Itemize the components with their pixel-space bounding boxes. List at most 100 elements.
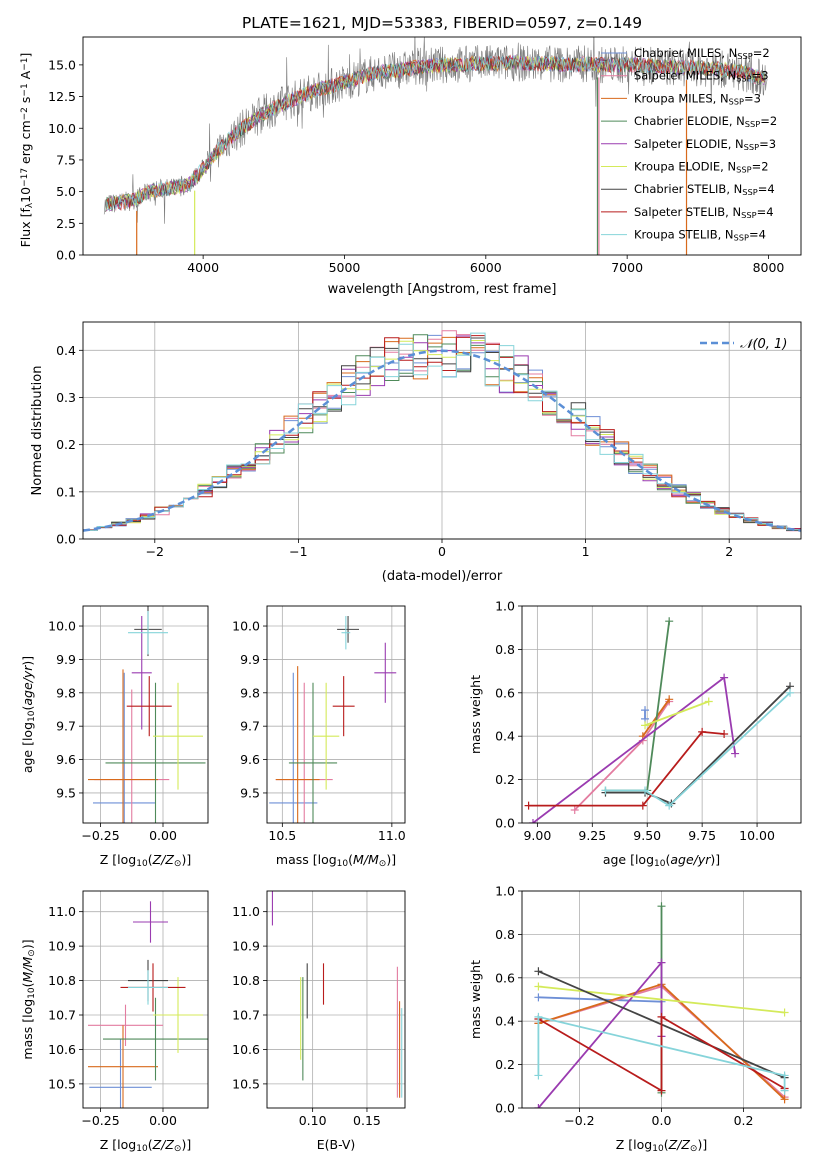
weight-line [538, 985, 785, 1014]
weight-marker [780, 1086, 789, 1095]
spectrum-ylabel-part: erg cm [18, 120, 33, 168]
mass_vs_age-ytick-label: 9.5 [240, 785, 260, 800]
z_vs_age-ylabel-part: )] [20, 656, 35, 666]
z_vs_age-ytick-label: 9.5 [56, 785, 76, 800]
weight-marker [534, 1012, 543, 1021]
z_vs_weight-ytick-label: 0.4 [495, 1014, 515, 1029]
z_vs_mass-xtick-label: −0.25 [81, 1113, 119, 1128]
z_vs_mass-xtick-label: 0.00 [149, 1113, 177, 1128]
z_vs_age-xtick-label: 0.00 [149, 828, 177, 843]
age_vs_weight-xtick-label: 9.75 [688, 828, 716, 843]
legend-label-part: Chabrier MILES, N [634, 46, 737, 60]
z_vs_age-ytick-label: 9.8 [56, 685, 76, 700]
mass_vs_age-xlabel-part: M/M [353, 852, 379, 867]
z_vs_mass-xlabel-part: Z/Z [152, 1137, 175, 1152]
z_vs_age-ytick-label: 9.6 [56, 752, 76, 767]
z_vs_mass-ytick-label: 10.7 [48, 1008, 76, 1023]
mass_vs_age-xlabel-part: mass [log [276, 852, 337, 867]
legend-label-part: Salpeter MILES, N [634, 69, 736, 83]
z_vs_mass-xlabel-part: Z [log [100, 1137, 136, 1152]
spectrum-ylabel: Flux [fλ10−17 erg cm−2 s−1 A−1] [18, 53, 35, 248]
spectrum-xtick-label: 6000 [470, 260, 502, 275]
z_vs_weight-spine [521, 890, 802, 1109]
spectrum-plot [103, 37, 768, 255]
z_vs_age-xlabel-part: Z [log [100, 852, 136, 867]
residual_histogram-ytick-label: 0.3 [56, 390, 76, 405]
z_vs_age-ytick-label: 10.0 [48, 619, 76, 634]
z_vs_weight-xtick-label: −0.2 [564, 1113, 594, 1128]
legend-label-part: SSP [737, 51, 752, 61]
weight-line [644, 700, 710, 727]
z_vs_weight-ytick-label: 0.0 [495, 1101, 515, 1116]
legend-label-part: Kroupa MILES, N [634, 91, 729, 105]
legend-label: Chabrier MILES, NSSP=2 [634, 46, 770, 61]
legend-label: Salpeter ELODIE, NSSP=3 [634, 137, 776, 152]
z_vs_age-xlabel-part: 10 [136, 859, 148, 869]
residual_histogram-xtick-label: −1 [289, 544, 307, 559]
age_vs_weight-xlabel-part: age [log [603, 852, 654, 867]
weight-marker [657, 1086, 666, 1095]
mass_vs_age-panel: 10.5 11.0 9.5 9.6 9.7 9.8 9.9 10.0 mass [log10(M… [232, 605, 406, 869]
spectrum-ylabel-part: ] [18, 53, 33, 58]
mass_vs_age-ytick-label: 10.0 [232, 619, 260, 634]
spectrum-ylabel-part: −1 [20, 83, 30, 96]
mass_vs_age-frame: 10.5 11.0 9.5 9.6 9.7 9.8 9.9 10.0 mass [log10(M… [232, 605, 406, 869]
weight-marker [601, 786, 610, 795]
weight-line [605, 621, 671, 792]
legend-label: Kroupa STELIB, NSSP=4 [634, 228, 766, 243]
legend-label-part: =2 [760, 114, 777, 128]
spectrum-ytick-label: 7.5 [56, 152, 76, 167]
weight-marker [731, 749, 740, 758]
spectrum-ylabel-part: Flux [f [18, 208, 33, 248]
legend-label-part: Chabrier ELODIE, N [634, 114, 745, 128]
z_vs_weight-ytick-label: 0.8 [495, 927, 515, 942]
z_vs_weight-xlabel-part: Z [log [616, 1137, 652, 1152]
age_vs_weight-spine [521, 605, 802, 824]
age_vs_weight-ytick-label: 0.8 [495, 642, 515, 657]
mass_vs_age-xtick-label: 11.0 [378, 828, 406, 843]
mass_vs_age-ytick-label: 9.9 [240, 652, 260, 667]
spectrum-ytick-label: 2.5 [56, 216, 76, 231]
spectrum-ytick-label: 15.0 [48, 57, 76, 72]
age_vs_weight-ytick-label: 0.0 [495, 816, 515, 831]
legend-label-part: =3 [744, 91, 761, 105]
weight-line [605, 685, 791, 805]
legend-label-part: SSP [734, 233, 749, 243]
ebv_vs_mass-spine [266, 890, 406, 1109]
z_vs_age-frame: −0.25 0.009.59.69.79.89.910.0Z [log10(Z/Z… [20, 605, 209, 869]
z_vs_mass-ytick-label: 10.6 [48, 1042, 76, 1057]
mass_vs_age-xlabel-part: ⊙ [379, 859, 387, 869]
legend-label-part: =2 [752, 160, 769, 174]
weight-marker [638, 801, 647, 810]
z_vs_mass-ytick-label: 10.5 [48, 1076, 76, 1091]
ebv_vs_mass-xlabel-part: E(B-V) [317, 1137, 356, 1152]
legend-label-part: SSP [744, 142, 759, 152]
spectrum-xlabel: wavelength [Angstrom, rest frame] [328, 282, 557, 297]
z_vs_mass-xlabel-part: 10 [136, 1144, 148, 1154]
age_vs_weight-plot [524, 617, 795, 823]
weight-marker [657, 902, 666, 911]
z_vs_age-spine [82, 605, 209, 824]
weight-marker [698, 727, 707, 736]
legend-label-part: =4 [757, 205, 774, 219]
z_vs_mass-xlabel: Z [log10(Z/Z⊙)] [100, 1137, 191, 1154]
legend-label-part: SSP [729, 96, 744, 106]
age_vs_weight-ytick-label: 0.4 [495, 729, 515, 744]
z_vs_mass-ytick-label: 10.9 [48, 939, 76, 954]
ebv_vs_mass-ytick-label: 10.5 [232, 1076, 260, 1091]
age_vs_weight-xtick-label: 9.00 [523, 828, 551, 843]
ebv_vs_mass-xtick-label: 0.10 [299, 1113, 327, 1128]
z_vs_age-xlabel: Z [log10(Z/Z⊙)] [100, 852, 191, 869]
weight-line [537, 961, 663, 1108]
weight-marker [534, 1071, 543, 1080]
weight-marker [780, 1095, 789, 1104]
legend-label-part: Chabrier STELIB, N [634, 182, 742, 196]
spectrum-spine [82, 36, 802, 256]
age_vs_weight-ytick-label: 1.0 [495, 599, 515, 614]
histogram-legend-label: 𝒩(0, 1) [740, 337, 787, 352]
z_vs_age-xlabel-part: Z/Z [152, 852, 175, 867]
weight-marker [524, 801, 533, 810]
z_vs_age-panel: −0.25 0.009.59.69.79.89.910.0Z [log10(Z/Z… [20, 605, 209, 869]
residual_histogram-ytick-label: 0.0 [56, 532, 76, 547]
